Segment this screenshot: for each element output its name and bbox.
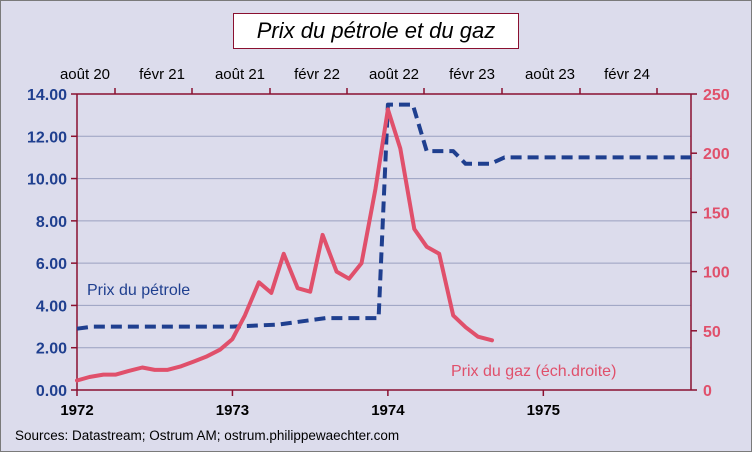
chart-title: Prix du pétrole et du gaz <box>233 13 519 49</box>
gas-price-line <box>75 107 494 383</box>
left-tick-label: 10.00 <box>27 172 67 189</box>
bottom-tick-label: 1972 <box>60 402 93 419</box>
top-tick-label: août 20 <box>60 66 110 83</box>
left-tick-label: 4.00 <box>36 298 67 315</box>
top-tick-label: août 21 <box>215 66 265 83</box>
bottom-tick-label: 1974 <box>371 402 405 419</box>
top-tick-label: févr 24 <box>604 66 650 83</box>
right-tick-label: 250 <box>703 87 730 104</box>
bottom-tick-label: 1975 <box>527 402 560 419</box>
left-tick-label: 12.00 <box>27 129 67 146</box>
right-tick-label: 0 <box>703 383 712 400</box>
left-tick-label: 6.00 <box>36 256 67 273</box>
right-tick-label: 100 <box>703 265 730 282</box>
left-tick-label: 2.00 <box>36 341 67 358</box>
bottom-tick-label: 1973 <box>216 402 249 419</box>
right-tick-label: 50 <box>703 324 721 341</box>
top-tick-label: févr 22 <box>294 66 340 83</box>
right-tick-label: 200 <box>703 146 730 163</box>
source-note: Sources: Datastream; Ostrum AM; ostrum.p… <box>15 428 400 443</box>
oil-price-line <box>76 102 691 331</box>
top-tick-label: févr 21 <box>139 66 185 83</box>
left-tick-label: 8.00 <box>36 214 67 231</box>
left-tick-label: 0.00 <box>36 383 67 400</box>
left-tick-label: 14.00 <box>27 87 67 104</box>
oil-series-label: Prix du pétrole <box>87 282 190 299</box>
top-tick-label: févr 23 <box>449 66 495 83</box>
top-tick-label: août 22 <box>369 66 419 83</box>
top-tick-label: août 23 <box>525 66 575 83</box>
gas-series-label: Prix du gaz (éch.droite) <box>451 363 616 380</box>
right-tick-label: 150 <box>703 205 730 222</box>
